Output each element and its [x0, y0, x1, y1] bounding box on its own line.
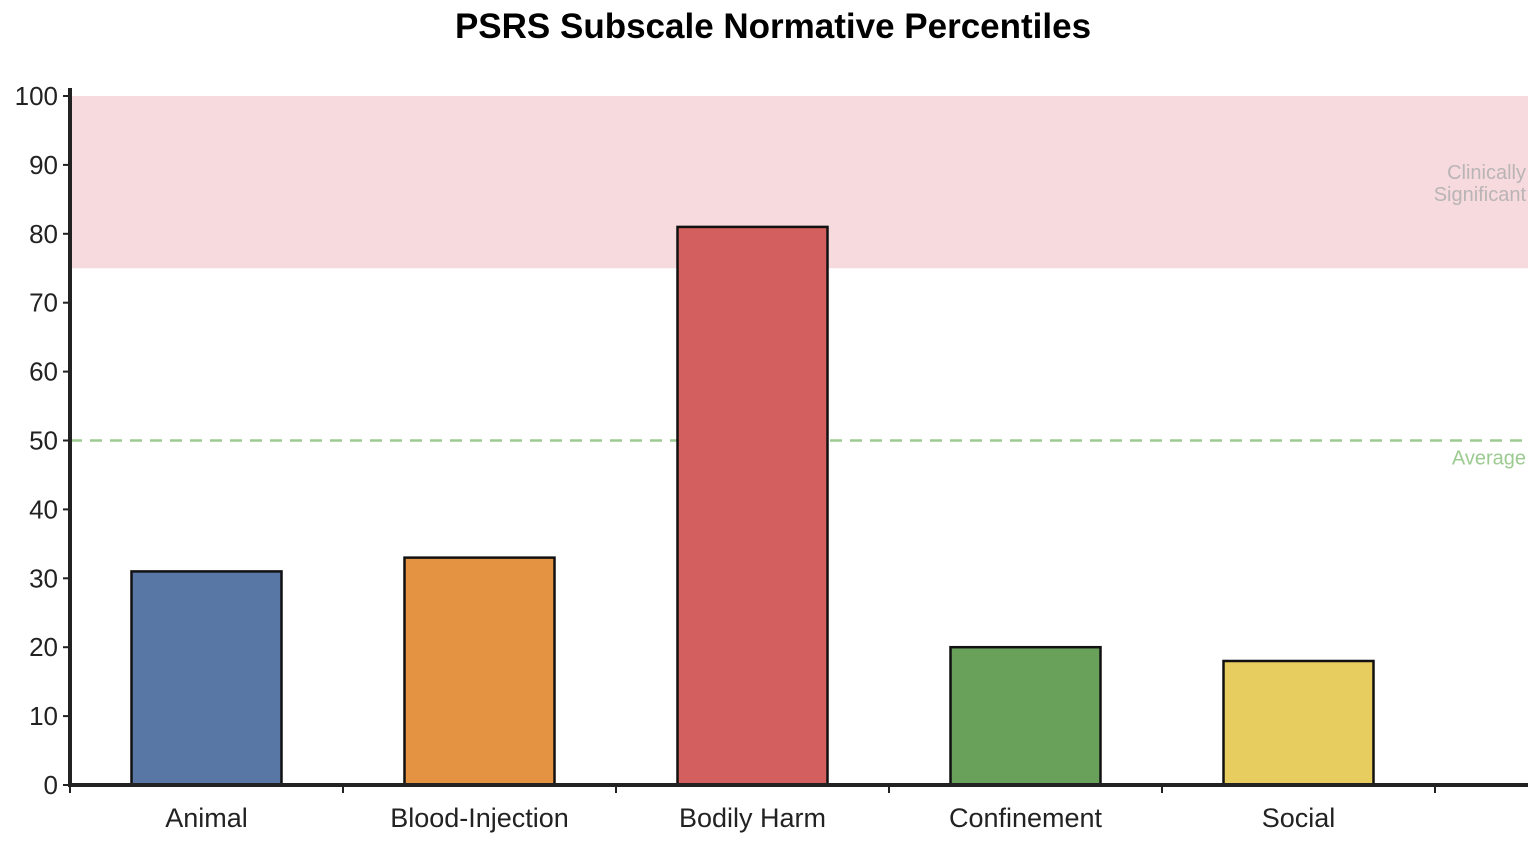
y-tick-label: 90 [29, 150, 58, 180]
x-tick-label: Blood-Injection [390, 803, 569, 833]
x-tick-label: Animal [165, 803, 248, 833]
x-tick-label: Confinement [949, 803, 1103, 833]
y-tick-label: 50 [29, 426, 58, 456]
average-line-label: Average [1452, 448, 1526, 470]
chart-title: PSRS Subscale Normative Percentiles [455, 7, 1091, 46]
bar-bodily-harm [676, 225, 829, 787]
bar-animal [130, 570, 283, 787]
y-tick-label: 60 [29, 357, 58, 387]
x-tick-label: Bodily Harm [679, 803, 826, 833]
y-tick-label: 30 [29, 563, 58, 593]
y-tick-label: 0 [44, 770, 58, 800]
y-tick-label: 10 [29, 701, 58, 731]
clinical-band-label: Significant [1434, 184, 1527, 206]
y-tick-label: 80 [29, 219, 58, 249]
y-tick-label: 100 [15, 81, 58, 111]
bar-confinement [949, 645, 1102, 787]
bars-layer [130, 225, 1375, 787]
x-tick-label: Social [1262, 803, 1336, 833]
clinical-band-label: Clinically [1447, 162, 1526, 184]
bar-blood-injection [403, 556, 556, 787]
y-tick-label: 70 [29, 288, 58, 318]
bar-social [1222, 659, 1375, 787]
axes-layer [63, 88, 1528, 793]
y-tick-label: 40 [29, 494, 58, 524]
y-tick-label: 20 [29, 632, 58, 662]
